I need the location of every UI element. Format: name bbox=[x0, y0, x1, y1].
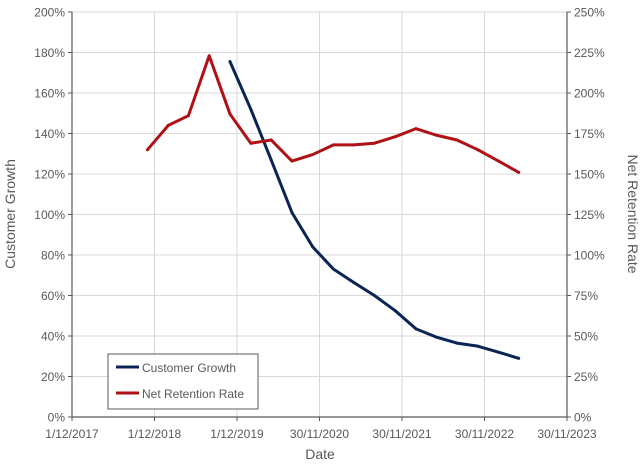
y-axis-label-left: Customer Growth bbox=[2, 159, 18, 269]
data-point-net-retention-rate bbox=[414, 127, 418, 131]
data-point-customer-growth bbox=[228, 60, 232, 64]
data-point-net-retention-rate bbox=[352, 143, 356, 147]
y-tick-label-right: 225% bbox=[574, 46, 605, 60]
y-tick-label-left: 120% bbox=[34, 168, 65, 182]
data-point-customer-growth bbox=[269, 158, 273, 162]
y-tick-label-right: 175% bbox=[574, 127, 605, 141]
legend: Customer Growth Net Retention Rate bbox=[107, 353, 259, 410]
data-point-customer-growth bbox=[476, 344, 480, 348]
data-point-customer-growth bbox=[290, 210, 294, 214]
y-tick-label-left: 60% bbox=[41, 289, 65, 303]
series-line-customer-growth bbox=[228, 60, 521, 360]
legend-box bbox=[107, 353, 259, 410]
data-point-net-retention-rate bbox=[372, 141, 376, 145]
data-point-net-retention-rate bbox=[332, 143, 336, 147]
data-point-net-retention-rate bbox=[434, 133, 438, 137]
data-point-net-retention-rate bbox=[269, 138, 273, 142]
data-point-customer-growth bbox=[497, 350, 501, 354]
y-tick-label-left: 0% bbox=[48, 411, 66, 425]
x-tick-label: 1/12/2019 bbox=[210, 427, 264, 441]
legend-label-customer-growth: Customer Growth bbox=[142, 361, 236, 375]
y-tick-label-left: 140% bbox=[34, 127, 65, 141]
data-point-net-retention-rate bbox=[455, 138, 459, 142]
x-tick-label: 30/11/2020 bbox=[290, 427, 349, 441]
y-axis-label-right: Net Retention Rate bbox=[625, 154, 640, 273]
y-tick-label-left: 80% bbox=[41, 249, 65, 263]
x-tick-label: 1/12/2017 bbox=[45, 427, 99, 441]
data-point-net-retention-rate bbox=[517, 170, 521, 174]
x-tick-label: 1/12/2018 bbox=[128, 427, 182, 441]
y-tick-label-right: 0% bbox=[574, 411, 592, 425]
y-tick-label-left: 160% bbox=[34, 87, 65, 101]
x-tick-label: 30/11/2021 bbox=[372, 427, 431, 441]
y-tick-label-left: 180% bbox=[34, 46, 65, 60]
y-tick-label-right: 75% bbox=[574, 289, 598, 303]
data-point-net-retention-rate bbox=[393, 135, 397, 139]
data-point-net-retention-rate bbox=[186, 114, 190, 118]
y-tick-label-right: 200% bbox=[574, 87, 605, 101]
data-point-net-retention-rate bbox=[290, 159, 294, 163]
data-point-net-retention-rate bbox=[145, 148, 149, 152]
series bbox=[145, 54, 521, 360]
y-tick-label-right: 25% bbox=[574, 370, 598, 384]
data-point-customer-growth bbox=[414, 327, 418, 331]
legend-label-net-retention-rate: Net Retention Rate bbox=[142, 387, 244, 401]
x-tick-label: 30/11/2022 bbox=[455, 427, 514, 441]
data-point-net-retention-rate bbox=[228, 112, 232, 116]
y-tick-label-right: 125% bbox=[574, 208, 605, 222]
data-point-customer-growth bbox=[332, 267, 336, 271]
data-point-customer-growth bbox=[372, 294, 376, 297]
data-point-customer-growth bbox=[517, 356, 521, 360]
y-tick-label-right: 50% bbox=[574, 330, 598, 344]
data-point-net-retention-rate bbox=[497, 159, 501, 163]
data-point-customer-growth bbox=[393, 309, 397, 313]
data-point-customer-growth bbox=[455, 341, 459, 345]
x-tick-label: 30/11/2023 bbox=[537, 427, 596, 441]
y-tick-label-right: 150% bbox=[574, 168, 605, 182]
y-tick-label-left: 40% bbox=[41, 330, 65, 344]
data-point-customer-growth bbox=[352, 280, 356, 284]
data-point-net-retention-rate bbox=[476, 148, 480, 152]
y-tick-label-right: 250% bbox=[574, 6, 605, 20]
series-line-net-retention-rate bbox=[145, 54, 521, 174]
data-point-net-retention-rate bbox=[311, 153, 315, 157]
data-point-customer-growth bbox=[249, 107, 253, 111]
x-axis-label: Date bbox=[305, 446, 335, 462]
data-point-net-retention-rate bbox=[249, 141, 253, 145]
y-tick-label-left: 20% bbox=[41, 370, 65, 384]
data-point-customer-growth bbox=[311, 245, 315, 249]
data-point-customer-growth bbox=[434, 335, 438, 339]
data-point-net-retention-rate bbox=[207, 54, 211, 58]
y-tick-label-right: 100% bbox=[574, 249, 605, 263]
y-tick-label-left: 200% bbox=[34, 6, 65, 20]
data-point-net-retention-rate bbox=[166, 123, 170, 127]
axes: 0% 20% 40% 60% 80% 100% 120% 140% 160% 180% 200% 0%… bbox=[34, 6, 605, 442]
y-tick-label-left: 100% bbox=[34, 208, 65, 222]
